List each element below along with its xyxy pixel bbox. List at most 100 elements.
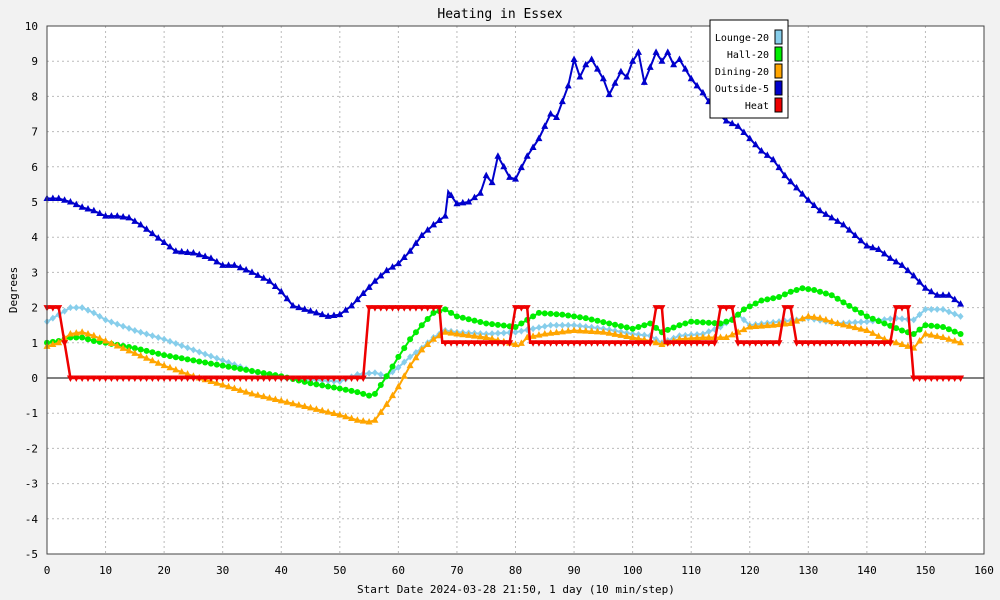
lounge-20-point bbox=[945, 308, 952, 316]
hall-20-point bbox=[875, 318, 882, 325]
hall-20-point bbox=[617, 323, 624, 330]
dining-20-point bbox=[757, 322, 765, 329]
outside-5-point bbox=[857, 236, 865, 244]
heat-point bbox=[113, 375, 121, 382]
hall-20-point bbox=[395, 353, 402, 360]
heat-point bbox=[148, 375, 156, 382]
heat-point bbox=[693, 340, 701, 347]
hall-20-point bbox=[383, 373, 390, 380]
heat-point bbox=[845, 340, 853, 347]
lounge-20-point bbox=[366, 369, 373, 377]
y-tick-label: 3 bbox=[31, 266, 38, 279]
heat-point bbox=[839, 340, 847, 347]
outside-5-point bbox=[412, 239, 420, 246]
heat-point bbox=[904, 305, 912, 312]
dining-20-point bbox=[687, 334, 695, 341]
dining-20-point bbox=[295, 401, 303, 408]
hall-20-point bbox=[945, 326, 952, 333]
hall-20-point bbox=[477, 319, 484, 326]
outside-5-point bbox=[681, 65, 689, 72]
dining-20-point bbox=[441, 328, 449, 335]
heat-point bbox=[804, 340, 812, 347]
outside-5-point bbox=[137, 220, 145, 228]
dining-20-point bbox=[957, 338, 965, 346]
dining-20-point bbox=[529, 332, 537, 339]
hall-20-point bbox=[207, 360, 214, 367]
dining-20-point bbox=[66, 330, 74, 337]
hall-20-point bbox=[582, 315, 589, 322]
heat-point bbox=[927, 375, 935, 382]
hall-20-point bbox=[471, 317, 478, 324]
lounge-20-point bbox=[219, 356, 226, 364]
outside-5-point bbox=[365, 283, 373, 290]
dining-20-point bbox=[740, 325, 748, 333]
dining-20-point bbox=[307, 403, 315, 411]
dining-20-point bbox=[283, 398, 291, 405]
dining-20-point bbox=[933, 332, 941, 339]
heat-point bbox=[892, 305, 900, 312]
heat-point bbox=[740, 340, 748, 347]
heat-point bbox=[910, 375, 918, 382]
outside-5-point bbox=[219, 261, 227, 268]
legend-label-outside-5: Outside-5 bbox=[715, 84, 769, 95]
lounge-20-point bbox=[494, 329, 501, 337]
dining-20-point bbox=[143, 354, 151, 361]
dining-20-point bbox=[342, 412, 350, 420]
outside-5-point bbox=[775, 163, 783, 171]
outside-5-point bbox=[90, 206, 98, 214]
heat-point bbox=[658, 305, 666, 312]
hall-20-point bbox=[711, 320, 718, 327]
hall-20-point bbox=[442, 306, 449, 313]
heat-point bbox=[617, 340, 625, 347]
outside-5-point bbox=[342, 306, 350, 313]
outside-5-point bbox=[230, 261, 238, 268]
heat-point bbox=[681, 340, 689, 347]
outside-5-point bbox=[822, 210, 830, 217]
dining-20-point bbox=[576, 326, 584, 334]
lounge-20-point bbox=[951, 310, 958, 318]
dining-20-point bbox=[465, 331, 473, 338]
heat-point bbox=[125, 375, 133, 382]
hall-20-point bbox=[822, 290, 829, 297]
heat-point bbox=[260, 375, 268, 382]
lounge-20-point bbox=[377, 370, 384, 378]
outside-5-point bbox=[154, 234, 162, 241]
hall-20-point bbox=[90, 338, 97, 345]
hall-20-point bbox=[377, 382, 384, 389]
heat-point bbox=[482, 340, 490, 347]
hall-20-point bbox=[225, 363, 232, 370]
dining-20-point bbox=[254, 391, 262, 398]
series-heat bbox=[43, 305, 965, 382]
heat-point bbox=[494, 340, 502, 347]
y-tick-label: -1 bbox=[25, 407, 38, 420]
lounge-20-point bbox=[213, 354, 220, 362]
dining-20-point bbox=[377, 408, 385, 415]
outside-5-point bbox=[318, 310, 326, 318]
lounge-20-point bbox=[641, 331, 648, 339]
legend-swatch-heat bbox=[774, 97, 783, 113]
heat-point bbox=[166, 375, 174, 382]
heat-point bbox=[558, 340, 566, 347]
heat-point bbox=[283, 375, 291, 382]
lounge-20-point bbox=[535, 324, 542, 332]
hall-20-point bbox=[172, 354, 179, 361]
lounge-20-point bbox=[899, 315, 906, 323]
lounge-20-point bbox=[149, 332, 156, 340]
dining-20-point bbox=[658, 340, 666, 348]
outside-5-point bbox=[816, 206, 824, 214]
dining-20-point bbox=[125, 346, 133, 354]
dining-20-point bbox=[898, 340, 906, 348]
hall-20-point bbox=[770, 295, 777, 302]
hall-20-point bbox=[635, 323, 642, 330]
dining-20-point bbox=[365, 418, 373, 425]
outside-5-point bbox=[957, 300, 965, 307]
outside-5-point bbox=[611, 79, 619, 86]
lounge-20-point bbox=[957, 312, 964, 320]
dining-20-point bbox=[722, 333, 730, 341]
hall-20-point bbox=[530, 313, 537, 320]
dining-20-point bbox=[260, 392, 268, 400]
hall-20-point bbox=[313, 381, 320, 388]
heat-point bbox=[523, 305, 531, 312]
hall-20-point bbox=[389, 363, 396, 370]
heat-point bbox=[90, 375, 98, 382]
